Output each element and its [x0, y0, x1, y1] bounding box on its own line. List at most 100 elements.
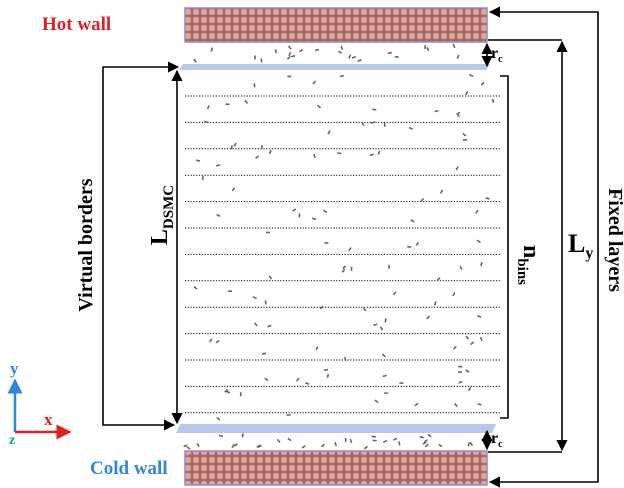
particle — [351, 55, 357, 59]
particles — [183, 43, 495, 450]
x-axis-label: x — [44, 410, 53, 429]
particle — [255, 155, 260, 159]
particle — [426, 315, 431, 320]
particle — [244, 99, 249, 104]
particle — [203, 120, 209, 124]
hot-wall-atoms — [184, 7, 488, 43]
particle — [470, 341, 475, 346]
particle — [233, 442, 238, 447]
particle — [215, 164, 221, 167]
z-axis-label: z — [9, 433, 15, 448]
cold-wall-label: Cold wall — [90, 458, 168, 479]
particle — [434, 109, 439, 113]
particle — [225, 390, 231, 394]
particle — [476, 239, 481, 244]
particle — [436, 277, 441, 282]
particle — [371, 435, 376, 438]
particle — [349, 438, 353, 444]
particle — [323, 209, 328, 214]
particle — [334, 441, 338, 447]
particle — [381, 353, 386, 358]
particle — [233, 142, 237, 147]
l-dsmc-sub: DSMC — [161, 185, 177, 229]
particle — [414, 402, 419, 407]
particle — [315, 346, 319, 351]
particle — [342, 265, 347, 270]
particle — [340, 45, 344, 50]
particle — [452, 345, 457, 350]
particle — [485, 197, 490, 200]
particle — [357, 59, 362, 62]
particle — [260, 58, 263, 63]
particle — [434, 301, 437, 306]
particle — [456, 54, 460, 59]
particle — [454, 402, 458, 408]
particle — [452, 291, 456, 297]
particle — [287, 437, 292, 442]
particle — [301, 444, 306, 449]
particle — [252, 296, 258, 300]
particle — [392, 291, 397, 296]
particle — [361, 121, 365, 126]
particle — [216, 416, 221, 421]
particle — [426, 46, 430, 52]
r-c-bottom-main: r — [491, 430, 498, 447]
particle — [477, 314, 482, 319]
particle — [374, 399, 379, 404]
particle — [369, 153, 374, 157]
particle — [326, 373, 330, 378]
particle — [408, 126, 414, 130]
particle — [480, 81, 485, 86]
particle — [186, 446, 191, 450]
particle — [415, 241, 420, 246]
particle — [230, 145, 234, 150]
particle — [276, 438, 281, 444]
fixed-layers-label: Fixed layers — [604, 188, 624, 292]
particle — [452, 43, 456, 49]
particle — [295, 377, 300, 382]
particle — [467, 442, 471, 447]
particle — [324, 241, 329, 245]
particle — [274, 49, 278, 54]
particle — [201, 176, 204, 181]
particle — [264, 300, 267, 305]
particle — [218, 434, 224, 438]
particle — [464, 91, 469, 96]
particle — [231, 443, 235, 449]
particle — [491, 98, 495, 104]
r-c-bottom-label: rc — [491, 430, 503, 450]
particle — [467, 386, 472, 392]
particle — [477, 403, 482, 406]
l-dsmc-main: L — [147, 229, 173, 245]
n-bins-bracket — [500, 75, 509, 419]
particle — [260, 144, 264, 150]
particle — [268, 149, 272, 155]
particle — [462, 132, 467, 137]
particle — [224, 389, 229, 393]
particle — [337, 152, 342, 155]
particle — [424, 443, 429, 448]
n-bins-sub: bins — [514, 258, 530, 285]
particle — [459, 265, 463, 270]
particle — [321, 443, 325, 448]
particle — [382, 374, 387, 378]
particle — [465, 335, 470, 340]
particle — [438, 443, 443, 448]
l-dsmc-label: LDSMC — [147, 185, 177, 245]
particle — [480, 261, 483, 267]
particle — [394, 55, 399, 58]
particle — [419, 436, 424, 439]
particle — [456, 112, 461, 118]
particle — [339, 74, 344, 78]
particle — [206, 105, 210, 110]
particle — [469, 441, 474, 447]
particle — [363, 445, 368, 450]
particle — [348, 54, 352, 59]
particle — [317, 104, 322, 109]
particle — [253, 322, 258, 327]
particle — [469, 73, 474, 77]
particle — [465, 369, 470, 373]
particle — [208, 338, 213, 343]
hot-wall-label: Hot wall — [42, 14, 111, 35]
particle — [348, 247, 352, 252]
